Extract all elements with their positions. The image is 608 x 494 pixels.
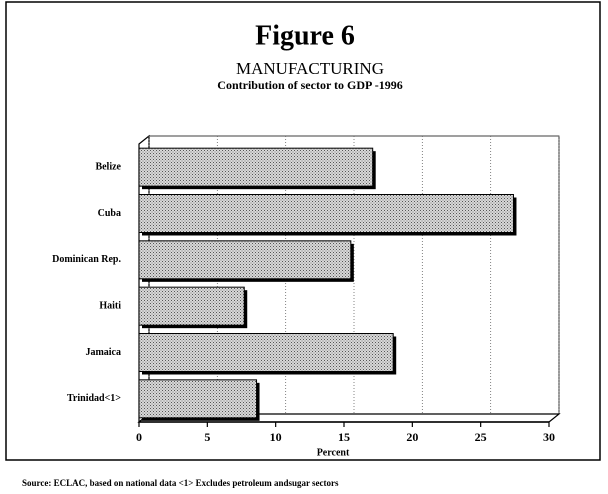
x-tick-label: 10 xyxy=(270,430,282,444)
frame xyxy=(5,1,601,461)
x-tick-label: 20 xyxy=(406,430,418,444)
source-note: Source: ECLAC, based on national data <1… xyxy=(22,478,339,488)
x-tick-label: 30 xyxy=(543,430,555,444)
y-tick-label: Cuba xyxy=(98,208,121,219)
subtitle: MANUFACTURING xyxy=(236,59,384,78)
bar xyxy=(138,286,245,326)
bar xyxy=(138,147,374,187)
x-tick-label: 0 xyxy=(136,430,142,444)
x-tick-label: 5 xyxy=(204,430,210,444)
x-tick-label: 15 xyxy=(338,430,350,444)
x-tick-label: 25 xyxy=(475,430,487,444)
bar xyxy=(138,240,352,280)
bar xyxy=(138,194,514,233)
y-tick-label: Haiti xyxy=(99,300,121,311)
bar xyxy=(138,333,394,372)
x-axis-label: Percent xyxy=(317,447,350,458)
subtitle2: Contribution of sector to GDP -1996 xyxy=(217,78,402,92)
bar xyxy=(138,379,258,419)
y-tick-label: Dominican Rep. xyxy=(52,254,121,265)
y-tick-label: Trinidad<1> xyxy=(67,393,121,404)
chart-title: Figure 6 xyxy=(255,20,355,51)
y-tick-label: Belize xyxy=(95,161,121,172)
y-tick-label: Jamaica xyxy=(85,347,121,358)
